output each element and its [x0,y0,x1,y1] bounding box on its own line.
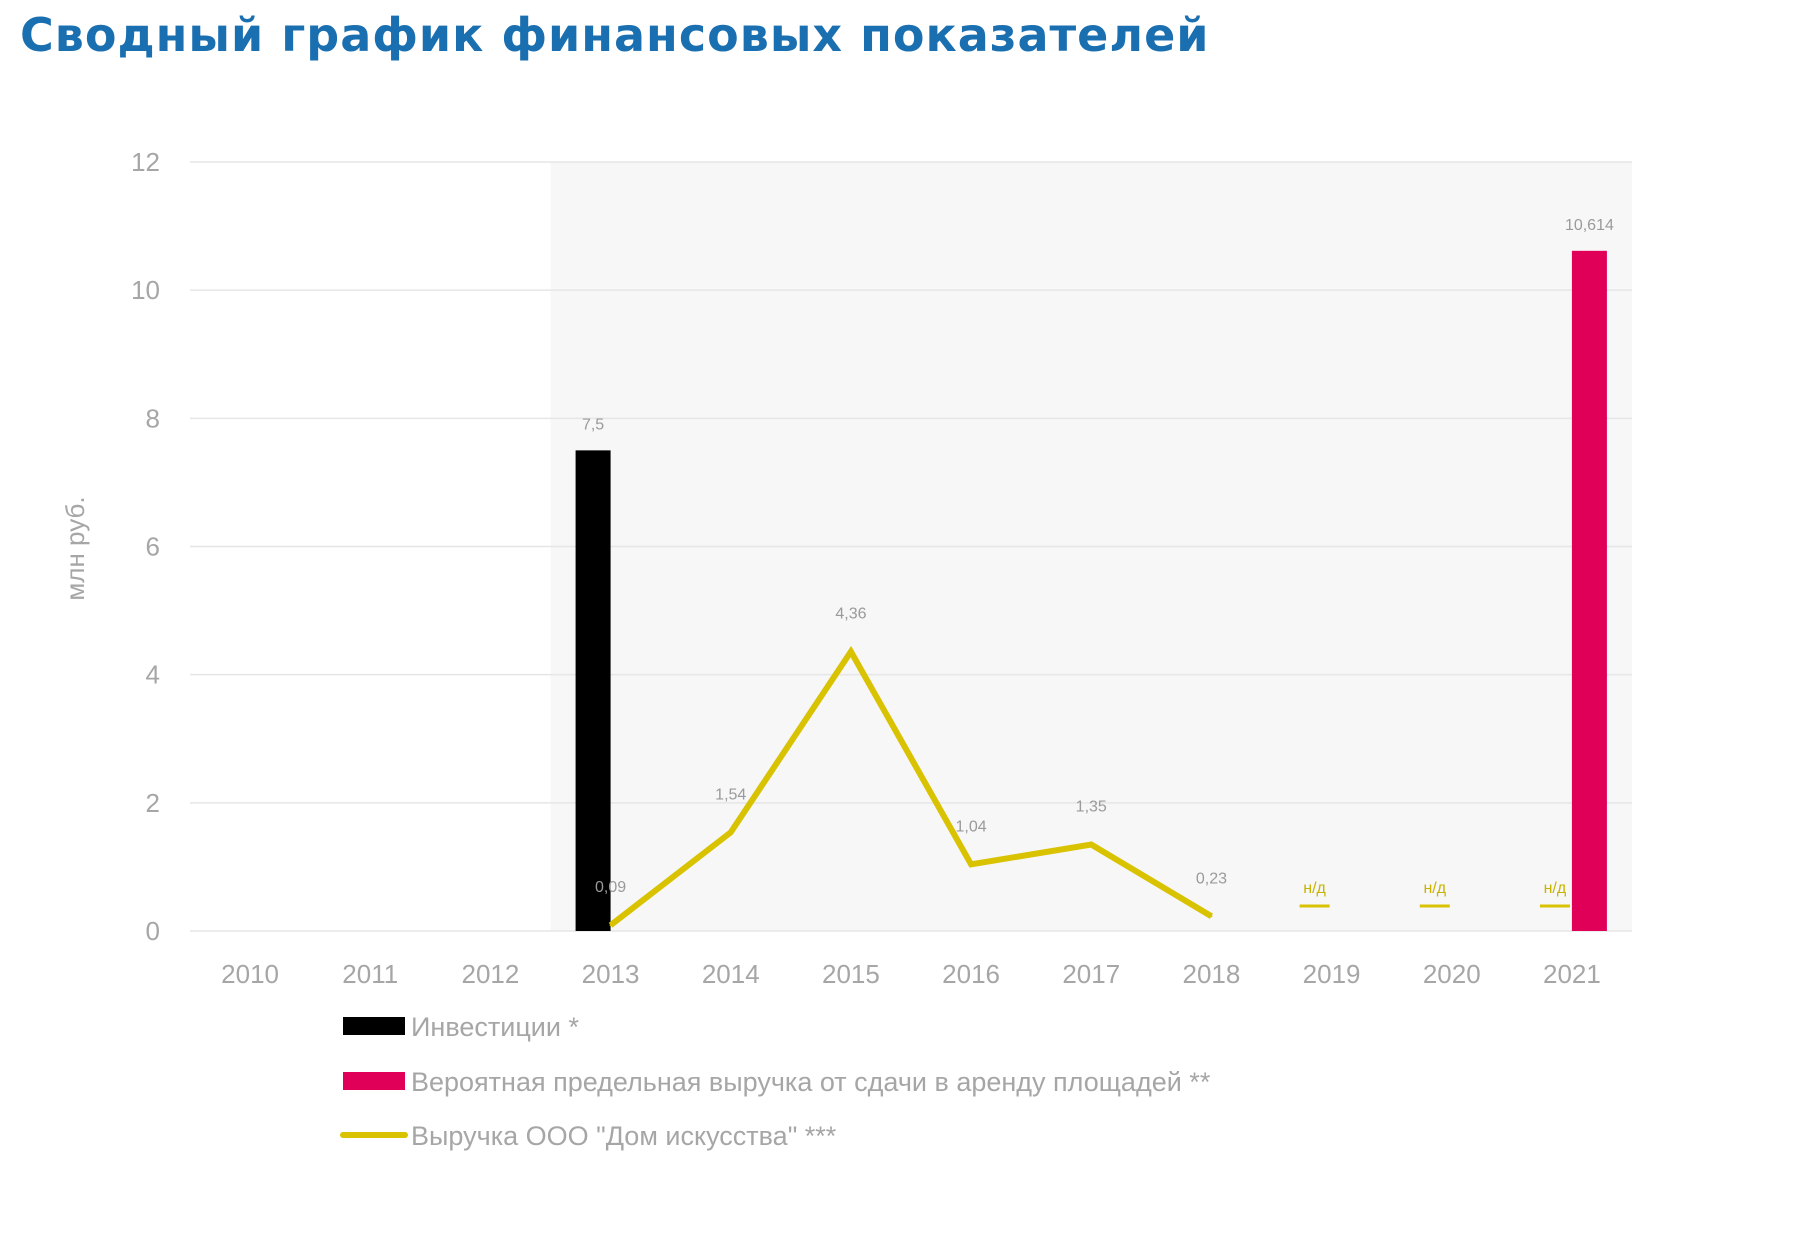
y-tick-label: 8 [146,403,160,433]
x-tick-label: 2018 [1182,959,1240,989]
y-tick-label: 10 [131,275,160,305]
data-label: 10,614 [1565,217,1614,234]
legend-swatch [343,1072,405,1090]
legend-label: Инвестиции * [411,1012,579,1042]
x-tick-label: 2014 [702,959,760,989]
data-label: 7,5 [582,416,604,433]
data-label: 0,09 [595,879,626,896]
y-tick-label: 6 [146,532,160,562]
legend-label: Вероятная предельная выручка от сдачи в … [411,1067,1211,1097]
y-tick-label: 0 [146,916,160,946]
y-axis-label: млн руб. [60,496,90,600]
line-point [1210,915,1213,918]
x-tick-label: 2021 [1543,959,1601,989]
x-tick-label: 2013 [582,959,640,989]
revenue-line [608,645,1213,928]
legend-label: Выручка ООО "Дом искусства" *** [411,1121,837,1151]
data-label: 0,23 [1196,870,1227,887]
y-tick-label: 12 [131,147,160,177]
line-point [1090,843,1093,846]
x-tick-label: 2011 [342,959,398,989]
data-label: 1,35 [1076,798,1107,815]
x-tick-label: 2012 [461,959,519,989]
na-label: н/д [1544,880,1567,897]
x-tick-label: 2020 [1423,959,1481,989]
x-tick-label: 2017 [1062,959,1120,989]
line-point [609,924,612,927]
bar [575,450,611,931]
x-tick-label: 2016 [942,959,1000,989]
page-title: Сводный график финансовых показателей [20,8,1210,62]
legend-swatch [343,1017,405,1035]
y-tick-label: 4 [146,660,160,690]
na-label: н/д [1423,880,1446,897]
line-point [849,650,852,653]
x-tick-label: 2015 [822,959,880,989]
x-tick-label: 2019 [1303,959,1361,989]
data-label: 1,54 [715,786,746,803]
x-tick-label: 2010 [221,959,279,989]
line-point [729,831,732,834]
data-label: 4,36 [835,606,866,623]
line-point [970,863,973,866]
bar [1571,250,1607,931]
y-tick-label: 2 [146,788,160,818]
na-label: н/д [1303,880,1326,897]
data-label: 1,04 [956,818,987,835]
